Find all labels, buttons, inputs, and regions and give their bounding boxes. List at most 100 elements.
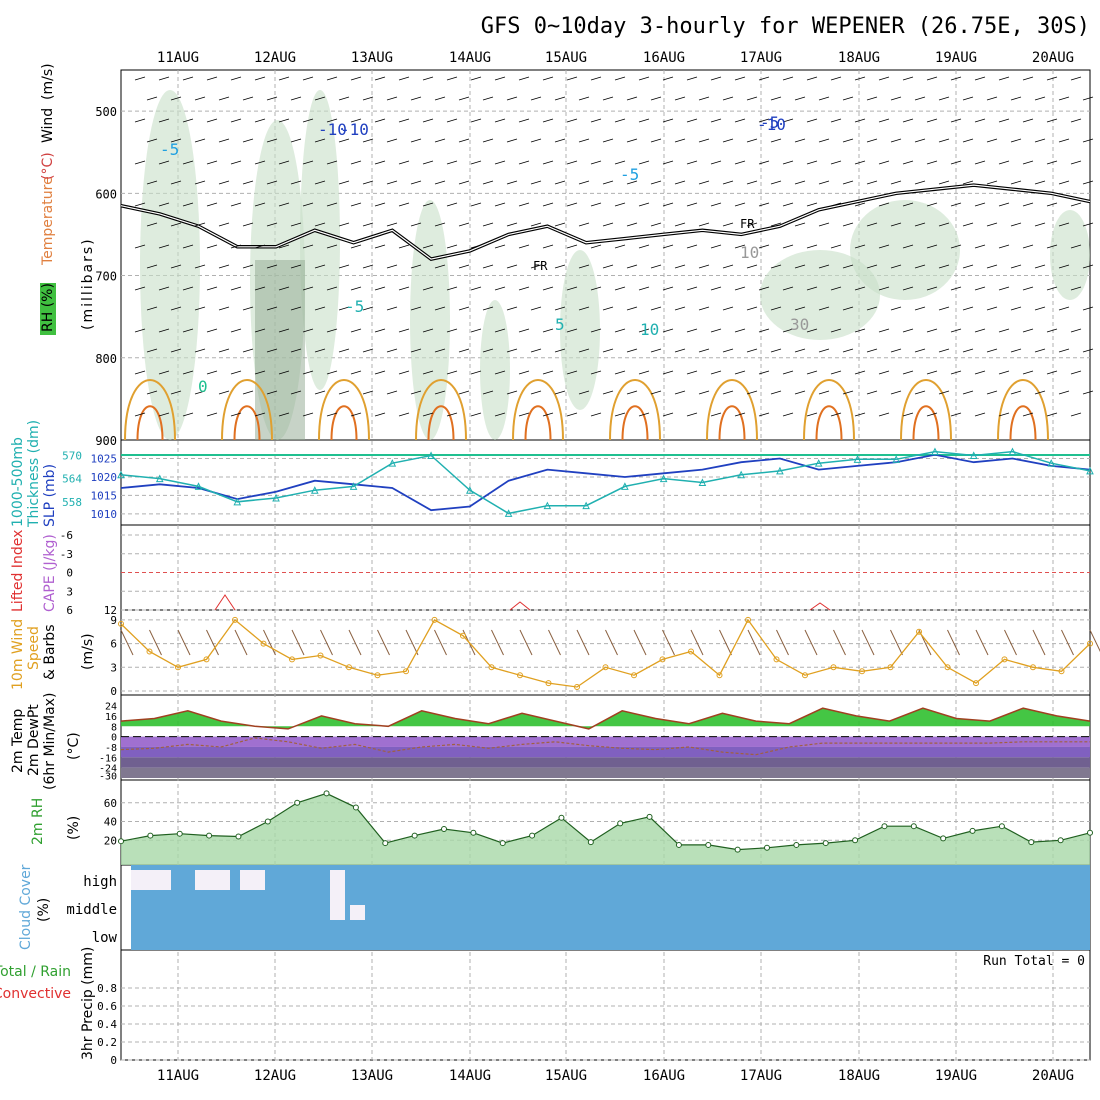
barb-78-4 (1070, 244, 1082, 249)
barb-12-2 (278, 160, 290, 165)
barb-11-4 (266, 264, 278, 269)
barb-13-3 (290, 222, 302, 227)
barb-66-2 (926, 160, 938, 165)
barb-73-0 (1010, 96, 1022, 101)
rh2m-marker-3 (206, 832, 213, 839)
barb-5-0 (194, 96, 206, 101)
barb-72-5 (998, 286, 1010, 291)
barb-49-0 (722, 96, 734, 101)
barb-21-0 (386, 96, 398, 101)
wind10-barb-16 (576, 629, 590, 656)
barb-6-3 (206, 202, 218, 207)
rh-shade-0 (140, 90, 200, 440)
barb-24-8 (422, 412, 434, 417)
barb-22-3 (398, 202, 410, 207)
barb-29-0 (482, 96, 494, 101)
barb-14-5 (302, 286, 314, 291)
precip-label-2: Convective (0, 986, 71, 1002)
barb-1-4 (146, 264, 158, 269)
wind10-marker-18 (631, 672, 637, 679)
barb-70-4 (974, 244, 986, 249)
temp-band-0 (121, 736, 1090, 747)
barb-42-4 (638, 244, 650, 249)
contour-label-12: 10 (740, 243, 759, 262)
temp-band-2 (121, 757, 1090, 768)
barb-29-6 (482, 348, 494, 353)
barb-56-0 (806, 76, 818, 81)
barb-23-5 (410, 306, 422, 311)
thickness-marker-12 (582, 501, 590, 510)
upper-label-temperature: Temperature (40, 176, 56, 266)
barb-2-8 (158, 412, 170, 417)
rh2m-marker-32 (1057, 837, 1064, 844)
barb-50-1 (734, 118, 746, 123)
barb-46-5 (686, 286, 698, 291)
barb-57-3 (818, 222, 830, 227)
barb-50-4 (734, 244, 746, 249)
barb-63-0 (890, 96, 902, 101)
date-top-1: 12AUG (254, 50, 296, 66)
rh2m-marker-0 (118, 838, 124, 845)
barb-40-5 (614, 286, 626, 291)
wind10-barb-8 (348, 629, 362, 656)
contour-label-3: -5 (620, 165, 639, 184)
wind10-marker-31 (1001, 656, 1008, 663)
barb-73-3 (1010, 222, 1022, 227)
barb-77-0 (1058, 96, 1070, 101)
wind10-marker-3 (203, 656, 210, 663)
wind10-marker-23 (773, 656, 780, 663)
barb-60-1 (854, 118, 866, 123)
barb-34-6 (542, 328, 554, 333)
barb-62-0 (878, 76, 890, 81)
barb-79-1 (1082, 138, 1094, 143)
rh2m-line (120, 792, 1091, 851)
barb-68-1 (950, 118, 962, 123)
barb-44-5 (662, 286, 674, 291)
barb-58-2 (830, 160, 842, 165)
barb-52-3 (758, 202, 770, 207)
li-tick-0: -6 (60, 529, 73, 542)
barb-67-5 (938, 306, 950, 311)
wind10-barb-4 (234, 629, 248, 656)
barb-3-2 (170, 180, 182, 185)
barb-61-2 (866, 180, 878, 185)
barb-69-5 (962, 306, 974, 311)
barb-53-6 (770, 348, 782, 353)
barb-60-0 (854, 76, 866, 81)
barb-42-3 (638, 202, 650, 207)
li-spike-1 (509, 601, 531, 611)
wind10-marker-6 (289, 656, 295, 663)
barb-39-4 (602, 264, 614, 269)
barb-32-3 (518, 202, 530, 207)
barb-3-0 (170, 96, 182, 101)
wind10-marker-16 (574, 684, 580, 691)
barb-45-1 (674, 138, 686, 143)
contour-label-7: 10 (640, 320, 659, 339)
wind10-marker-8 (346, 664, 352, 671)
barb-72-0 (998, 76, 1010, 81)
barb-18-1 (350, 118, 362, 123)
barb-6-0 (206, 76, 218, 81)
precip-tick-4: 0 (110, 1054, 117, 1067)
barb-47-3 (698, 222, 710, 227)
barb-68-5 (950, 286, 962, 291)
date-top-5: 16AUG (643, 50, 685, 66)
date-top-8: 19AUG (935, 50, 977, 66)
slp-label-thickness: 1000-500mb (10, 437, 26, 527)
wind10-marker-19 (659, 656, 666, 663)
barb-27-3 (458, 222, 470, 227)
barb-23-4 (410, 264, 422, 269)
barb-11-3 (266, 222, 278, 227)
barb-4-4 (182, 244, 194, 249)
barb-8-4 (230, 244, 242, 249)
thk-tick-0: 570 (62, 449, 82, 462)
barb-52-8 (758, 412, 770, 417)
date-top-9: 20AUG (1032, 50, 1074, 66)
barb-70-6 (974, 328, 986, 333)
barb-8-1 (230, 118, 242, 123)
barb-55-7 (794, 390, 806, 395)
barb-74-5 (1022, 286, 1034, 291)
barb-52-7 (758, 370, 770, 375)
barb-23-0 (410, 96, 422, 101)
cape-bottom-tick: 12 (104, 604, 117, 617)
